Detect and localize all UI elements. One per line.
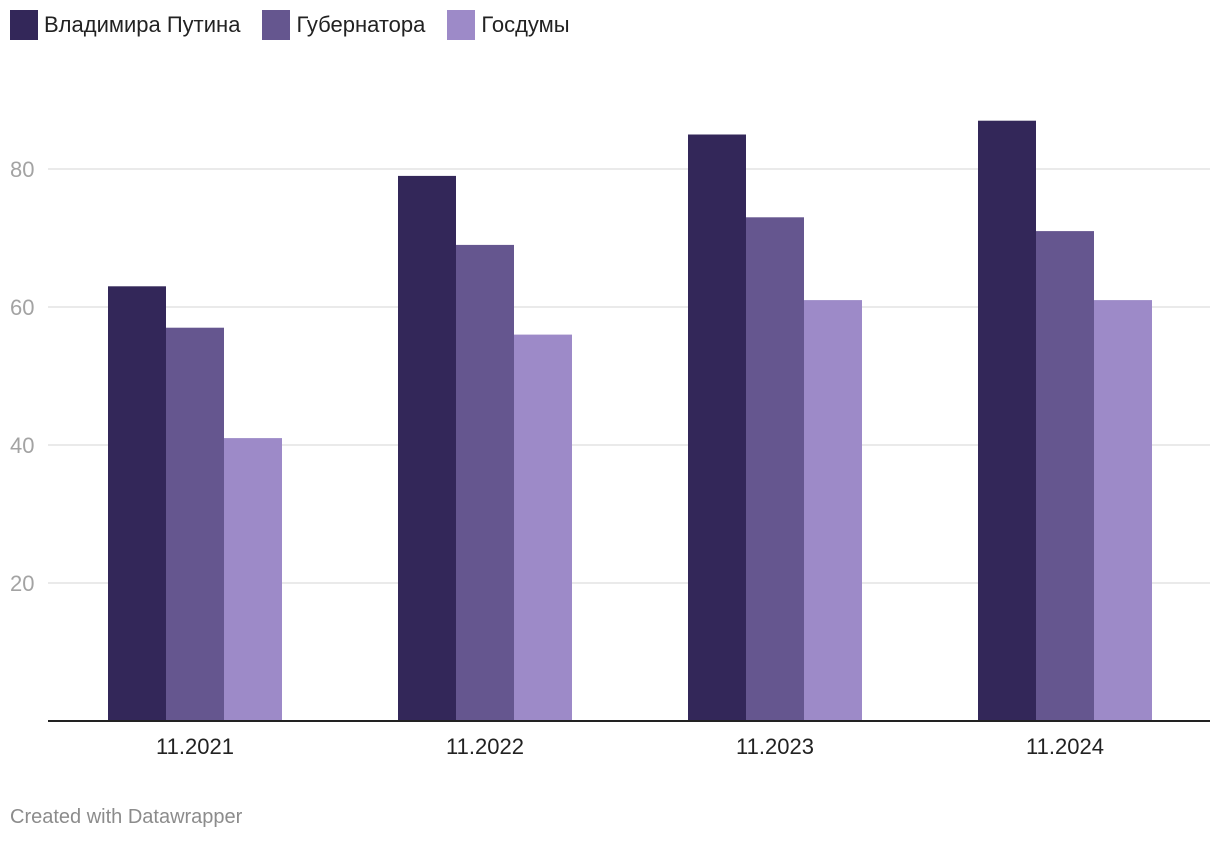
bar-11.2024-series-2 bbox=[1036, 231, 1094, 721]
x-category-label: 11.2024 bbox=[1026, 734, 1104, 759]
bar-11.2021-series-3 bbox=[224, 438, 282, 721]
bar-11.2022-series-2 bbox=[456, 244, 514, 721]
legend-label-duma: Госдумы bbox=[481, 12, 570, 37]
legend-swatch-putin bbox=[10, 10, 38, 40]
legend-label-governor: Губернатора bbox=[296, 12, 426, 37]
legend-item-duma: Госдумы bbox=[447, 10, 570, 40]
bar-11.2022-series-3 bbox=[514, 334, 572, 721]
y-tick-label: 20 bbox=[10, 571, 34, 596]
bar-11.2023-series-1 bbox=[688, 134, 746, 721]
legend-swatch-duma bbox=[447, 10, 476, 40]
x-category-label: 11.2021 bbox=[156, 734, 234, 759]
bar-11.2024-series-1 bbox=[978, 120, 1036, 721]
bar-chart: 20 40 60 80 11.2021 11.2022 11.2023 11.2024 bbox=[10, 120, 1210, 759]
legend-item-governor: Губернатора bbox=[262, 10, 425, 40]
y-tick-label: 60 bbox=[10, 295, 34, 320]
y-tick-label: 40 bbox=[10, 433, 34, 458]
x-category-label: 11.2023 bbox=[736, 734, 814, 759]
legend-label-putin: Владимира Путина bbox=[44, 12, 241, 37]
bar-11.2022-series-1 bbox=[398, 175, 456, 721]
bar-11.2021-series-1 bbox=[108, 286, 166, 721]
y-tick-label: 80 bbox=[10, 157, 34, 182]
x-category-label: 11.2022 bbox=[446, 734, 524, 759]
credit-text: Created with Datawrapper bbox=[10, 806, 243, 828]
bar-11.2021-series-2 bbox=[166, 327, 224, 721]
bar-11.2024-series-3 bbox=[1094, 300, 1152, 721]
legend-item-putin: Владимира Путина bbox=[10, 10, 240, 40]
bar-11.2023-series-3 bbox=[804, 300, 862, 721]
legend: Владимира Путина Губернатора Госдумы bbox=[10, 10, 570, 40]
bar-11.2023-series-2 bbox=[746, 217, 804, 722]
legend-swatch-governor bbox=[262, 10, 291, 40]
